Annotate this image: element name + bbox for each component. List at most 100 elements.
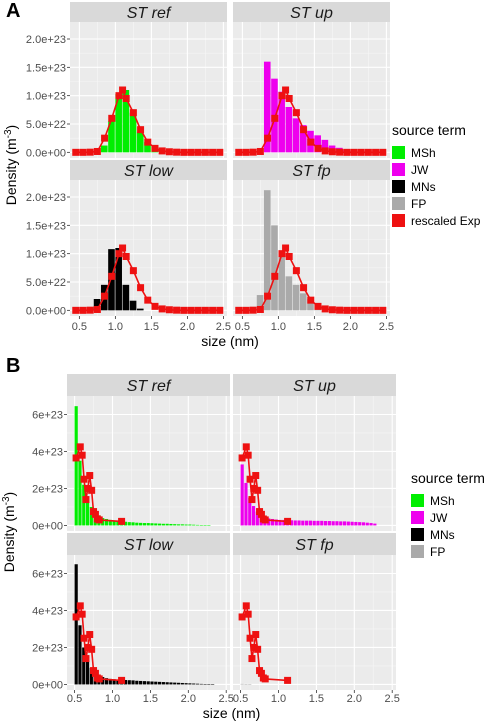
series-point <box>307 138 315 146</box>
bar <box>240 464 244 526</box>
series-point <box>82 655 90 663</box>
series-point <box>76 443 84 451</box>
bar <box>248 684 252 685</box>
facet-strip <box>70 160 227 180</box>
bar <box>248 497 252 526</box>
y-tick-label: 0e+00 <box>32 679 63 691</box>
series-point <box>242 602 250 610</box>
bar <box>285 107 293 153</box>
x-tick-label: 1.0 <box>108 321 123 333</box>
legend-b: source term MSh JW MNs FP <box>411 470 485 560</box>
x-tick-label: 1.5 <box>143 693 158 705</box>
chart-b: ST ref 0e+00 2e+23 4e+23 6e+23 ST up ST low 0e+… <box>1 374 400 721</box>
series-point <box>76 602 84 610</box>
x-axis-label: size (nm) <box>203 705 261 721</box>
series-point <box>307 296 315 304</box>
series-point <box>137 126 145 134</box>
bar <box>165 682 169 685</box>
series-point <box>209 306 217 314</box>
series-point <box>95 675 103 683</box>
bar <box>199 683 203 685</box>
series-point <box>314 302 322 310</box>
legend-a: source term MSh JW MNs FP rescaled Exp <box>392 122 480 229</box>
legend-label: JW <box>430 510 448 525</box>
series-point <box>285 95 293 102</box>
y-tick-label: 0.0e+00 <box>26 305 66 317</box>
series-point <box>235 148 243 156</box>
x-tick-label: 2.5 <box>385 693 400 705</box>
bar <box>339 521 343 526</box>
legend-swatch <box>392 180 405 193</box>
legend-item: FP <box>392 195 480 212</box>
bar <box>188 683 192 685</box>
series-point <box>285 253 293 260</box>
series-point <box>284 676 292 684</box>
series-point <box>72 148 80 156</box>
facet-title: ST ref <box>127 378 172 395</box>
bar <box>211 684 215 685</box>
y-tick-label: 2.0e+23 <box>26 34 66 46</box>
bar <box>116 679 120 685</box>
facet-strip <box>233 374 396 396</box>
y-tick-label: 4e+23 <box>32 446 63 458</box>
bar <box>184 524 188 526</box>
bar <box>131 522 135 526</box>
series-point <box>321 147 329 155</box>
legend-swatch <box>392 214 405 227</box>
series-point <box>80 475 88 483</box>
chart-a: ST ref 0.0e+00 5.0e+22 1.0e+23 1.5e+23 2.0e+2… <box>3 2 394 349</box>
series-point <box>271 272 279 280</box>
x-tick-label: 2.5 <box>216 321 231 333</box>
series-point <box>118 676 126 684</box>
facet-strip <box>233 2 390 22</box>
bar <box>104 518 109 526</box>
series-point <box>357 306 365 314</box>
bar <box>85 660 90 685</box>
bar <box>139 680 143 685</box>
series-point <box>300 284 308 292</box>
bar <box>154 681 158 685</box>
y-tick-label: 6e+23 <box>32 409 63 421</box>
bar <box>278 519 282 526</box>
legend-label: MNs <box>430 527 455 542</box>
bar <box>207 525 211 526</box>
series-point <box>242 306 250 314</box>
legend-item: FP <box>411 543 485 560</box>
bar <box>346 521 350 526</box>
bar <box>270 518 275 526</box>
legend-label: FP <box>430 544 446 559</box>
bar <box>180 524 184 526</box>
series-line <box>75 88 220 154</box>
bar <box>112 679 116 685</box>
series-point <box>254 486 262 494</box>
bar <box>144 142 151 153</box>
bar <box>350 521 354 526</box>
series-point <box>238 613 246 621</box>
series-point <box>261 675 269 683</box>
bar <box>136 131 144 153</box>
y-tick-label: 2e+23 <box>32 642 63 654</box>
y-tick-label: 4e+23 <box>32 605 63 617</box>
series-line <box>238 88 383 154</box>
series-point <box>216 148 224 156</box>
x-tick-label: 1.5 <box>309 693 324 705</box>
series-point <box>250 484 258 492</box>
series-point <box>357 148 365 156</box>
series-point <box>242 148 250 156</box>
bar <box>136 308 144 311</box>
legend-swatch <box>411 545 424 558</box>
bar <box>292 284 300 311</box>
x-tick-label: 0.5 <box>67 693 82 705</box>
series-point <box>194 306 202 314</box>
series-point <box>350 306 358 314</box>
bar <box>173 524 177 526</box>
series-point <box>72 306 80 314</box>
bar <box>154 523 158 526</box>
bar <box>251 506 256 526</box>
bar <box>263 61 271 153</box>
bar <box>173 682 177 685</box>
bar <box>342 521 347 526</box>
bar <box>129 300 137 311</box>
series-point <box>91 510 99 518</box>
bar <box>108 519 112 526</box>
